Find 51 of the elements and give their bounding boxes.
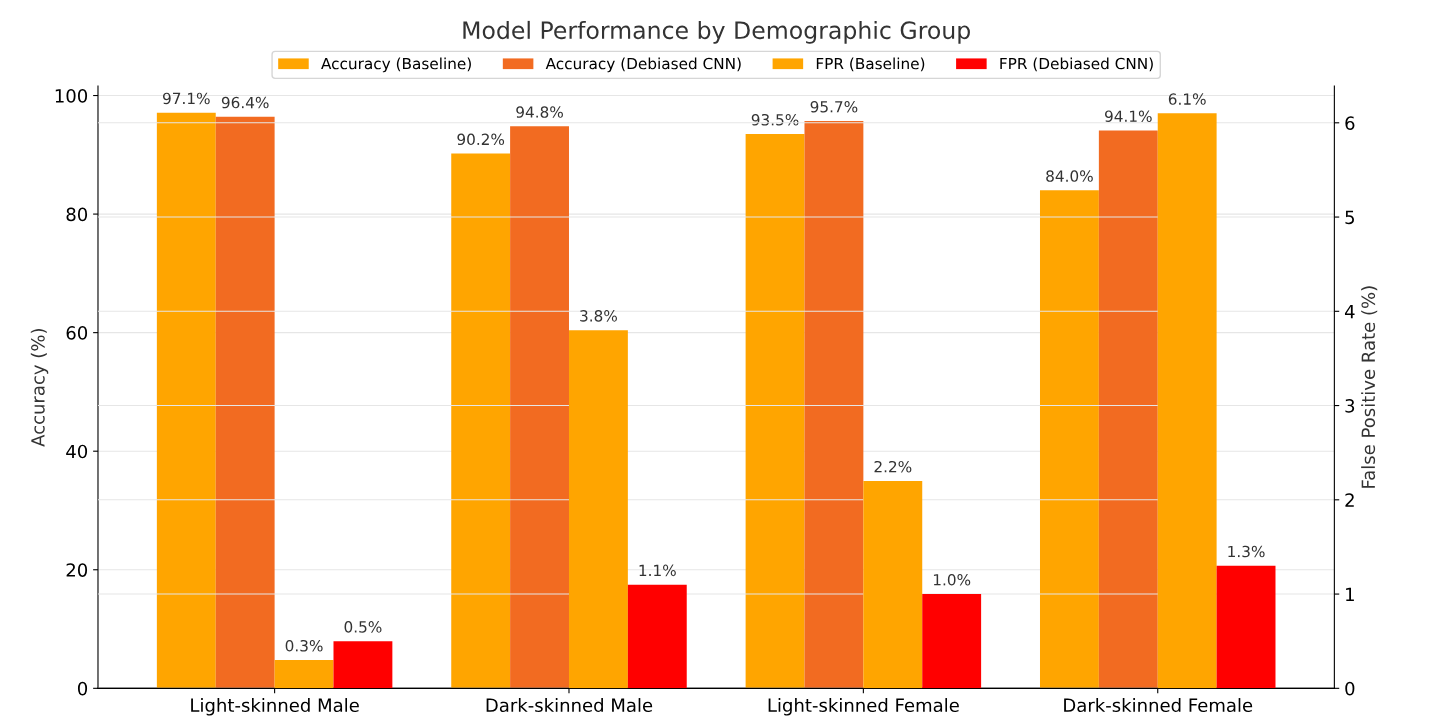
y-tick-label: 80 [66, 207, 88, 222]
bar [156, 112, 216, 689]
data-label: 2.2% [874, 460, 912, 473]
data-label: 1.0% [933, 573, 971, 586]
x-tick-label: Light-skinned Female [768, 698, 959, 716]
bar [745, 134, 805, 689]
y-tick-label: 100 [55, 88, 88, 103]
bar [333, 641, 393, 689]
bar [627, 584, 687, 689]
data-label: 94.8% [516, 106, 563, 118]
bar [274, 660, 334, 689]
data-label: 3.8% [580, 310, 617, 322]
legend-label: FPR (Debiased CNN) [1000, 57, 1153, 72]
y2-tick-label: 2 [1345, 493, 1354, 507]
bar [1216, 565, 1276, 689]
data-label: 6.1% [1168, 93, 1206, 105]
bar [922, 594, 982, 689]
bar [215, 116, 275, 689]
x-tick-label: Light-skinned Male [191, 698, 359, 716]
data-label: 90.2% [457, 133, 505, 146]
data-label: 0.5% [344, 621, 382, 633]
chart-title: Model Performance by Demographic Group [463, 20, 970, 44]
data-label: 0.3% [285, 639, 323, 652]
data-label: 94.1% [1105, 110, 1152, 122]
data-label: 96.4% [221, 96, 269, 109]
y2-tick-label: 4 [1344, 305, 1355, 319]
bar [1039, 190, 1099, 689]
y2-tick-label: 6 [1345, 116, 1355, 130]
data-label: 97.1% [163, 92, 210, 105]
x-tick-label: Dark-skinned Female [1064, 698, 1253, 713]
y-axis-title: Accuracy (%) [30, 329, 49, 447]
y-tick-label: 40 [66, 444, 88, 459]
y2-axis-title: False Positive Rate (%) [1361, 286, 1378, 488]
data-label: 1.1% [639, 564, 676, 577]
legend-label: Accuracy (Debiased CNN) [545, 57, 741, 73]
data-label: 95.7% [810, 100, 858, 113]
legend-label: FPR (Baseline) [816, 57, 925, 72]
y2-tick-label: 5 [1345, 210, 1354, 225]
bar [451, 153, 511, 689]
y-tick-label: 60 [66, 326, 88, 340]
data-label: 1.3% [1228, 545, 1265, 558]
y-tick-label: 20 [66, 563, 88, 577]
y2-tick-label: 0 [1345, 681, 1355, 696]
y-tick-label: 0 [77, 681, 88, 696]
legend-label: Accuracy (Baseline) [321, 57, 471, 73]
data-label: 84.0% [1046, 170, 1093, 182]
x-tick-label: Dark-skinned Male [486, 698, 653, 713]
y2-tick-label: 1 [1346, 587, 1354, 601]
bar [804, 121, 864, 689]
y2-tick-label: 3 [1345, 399, 1355, 413]
data-label: 93.5% [751, 113, 799, 126]
